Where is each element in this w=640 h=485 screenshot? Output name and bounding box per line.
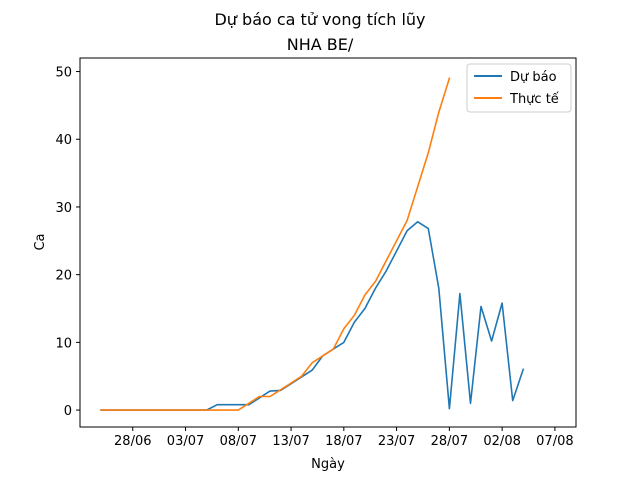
y-tick-label: 30	[55, 201, 72, 216]
y-axis-ticks: 0 10 20 30 40 50	[55, 66, 80, 419]
x-axis-ticks: 28/06 03/07 08/07 13/07 18/07 23/07 28/07 02/08…	[114, 427, 574, 449]
x-tick-label: 03/07	[167, 434, 204, 449]
legend-label-actual: Thực tế	[509, 92, 559, 107]
x-tick-label: 13/07	[272, 434, 309, 449]
x-tick-label: 28/07	[431, 434, 468, 449]
series-line-actual	[100, 77, 451, 411]
series-line-forecast	[100, 221, 525, 411]
legend: Dự báo Thực tế	[466, 63, 572, 113]
x-tick-label: 02/08	[483, 434, 520, 449]
x-tick-label: 08/07	[220, 434, 257, 449]
chart-title: Dự báo ca tử vong tích lũy	[214, 10, 425, 29]
y-tick-label: 0	[64, 404, 72, 419]
x-axis-label: Ngày	[311, 457, 345, 472]
x-tick-label: 07/08	[536, 434, 573, 449]
x-tick-label: 18/07	[325, 434, 362, 449]
plot-series	[100, 77, 525, 411]
plot-frame	[79, 57, 577, 428]
y-tick-label: 10	[55, 336, 72, 351]
x-tick-label: 23/07	[378, 434, 415, 449]
legend-label-forecast: Dự báo	[510, 70, 557, 85]
x-tick-label: 28/06	[114, 434, 151, 449]
y-tick-label: 40	[55, 133, 72, 148]
y-axis-label: Ca	[33, 233, 48, 250]
chart-subtitle: NHA BE/	[287, 35, 354, 54]
y-tick-label: 20	[55, 269, 72, 284]
y-tick-label: 50	[55, 66, 72, 81]
